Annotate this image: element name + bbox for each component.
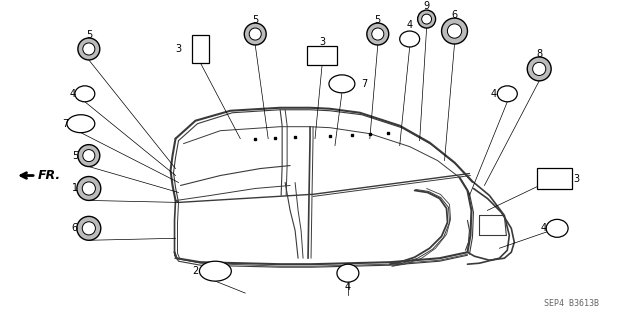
Text: 7: 7 bbox=[361, 79, 367, 89]
Text: 4: 4 bbox=[540, 223, 547, 233]
Text: 5: 5 bbox=[374, 15, 381, 25]
Ellipse shape bbox=[83, 43, 95, 55]
Ellipse shape bbox=[400, 31, 420, 47]
Text: FR.: FR. bbox=[38, 169, 61, 182]
Text: 5: 5 bbox=[252, 15, 259, 25]
Bar bbox=[192, 35, 209, 63]
Text: 4: 4 bbox=[70, 89, 76, 99]
Ellipse shape bbox=[78, 38, 100, 60]
Ellipse shape bbox=[77, 176, 100, 200]
Ellipse shape bbox=[83, 222, 95, 235]
Ellipse shape bbox=[337, 264, 359, 282]
Ellipse shape bbox=[447, 24, 461, 38]
Text: 2: 2 bbox=[193, 266, 198, 276]
Text: 1: 1 bbox=[72, 183, 78, 193]
Ellipse shape bbox=[527, 57, 551, 81]
Ellipse shape bbox=[367, 23, 388, 45]
Bar bbox=[537, 168, 572, 189]
Ellipse shape bbox=[77, 216, 100, 240]
Text: 3: 3 bbox=[319, 37, 325, 47]
Ellipse shape bbox=[244, 23, 266, 45]
Text: 9: 9 bbox=[424, 1, 429, 11]
Ellipse shape bbox=[532, 62, 546, 76]
Ellipse shape bbox=[75, 86, 95, 102]
Text: SEP4 B3613B: SEP4 B3613B bbox=[544, 299, 599, 308]
Ellipse shape bbox=[78, 145, 100, 167]
Text: 8: 8 bbox=[536, 49, 542, 59]
Text: 4: 4 bbox=[406, 20, 413, 30]
Text: 6: 6 bbox=[72, 223, 78, 233]
Ellipse shape bbox=[546, 219, 568, 237]
Ellipse shape bbox=[442, 18, 467, 44]
Ellipse shape bbox=[372, 28, 384, 40]
Ellipse shape bbox=[422, 14, 431, 24]
Ellipse shape bbox=[329, 75, 355, 93]
Text: 4: 4 bbox=[490, 89, 497, 99]
Text: 6: 6 bbox=[451, 10, 458, 20]
Ellipse shape bbox=[83, 150, 95, 162]
Ellipse shape bbox=[200, 261, 231, 281]
Text: 4: 4 bbox=[345, 282, 351, 292]
Bar bbox=[307, 47, 337, 65]
Text: 7: 7 bbox=[62, 119, 68, 129]
Text: 5: 5 bbox=[86, 30, 92, 40]
Text: 5: 5 bbox=[72, 151, 78, 160]
Ellipse shape bbox=[67, 115, 95, 133]
Ellipse shape bbox=[497, 86, 517, 102]
Ellipse shape bbox=[249, 28, 261, 40]
Text: 3: 3 bbox=[175, 44, 182, 54]
Text: 3: 3 bbox=[573, 174, 579, 183]
Ellipse shape bbox=[418, 10, 436, 28]
Ellipse shape bbox=[83, 182, 95, 195]
